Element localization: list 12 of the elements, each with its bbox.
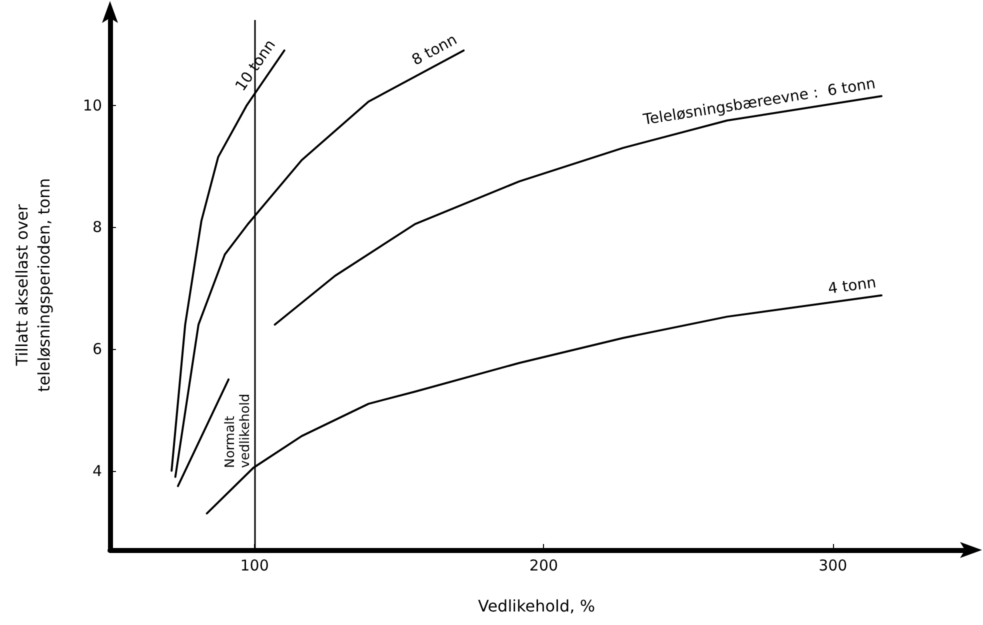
x-tick-label: 300 xyxy=(818,556,848,574)
y-tick-label: 10 xyxy=(82,96,102,114)
x-tick-label: 100 xyxy=(240,556,269,574)
x-tick-label: 200 xyxy=(529,556,558,574)
text: 8 tonn xyxy=(408,30,460,70)
y-tick-label: 6 xyxy=(92,340,102,358)
text: 4 tonn xyxy=(827,274,878,299)
y-axis-title: Tillatt aksellast over teleløsningsperioden, tonn xyxy=(12,178,54,392)
ref-line-label: Normalt vedlikehold xyxy=(222,394,253,468)
y-tick-label: 4 xyxy=(92,462,102,480)
y-tick-label: 8 xyxy=(92,218,102,236)
x-axis-title: Vedlikehold, % xyxy=(478,596,596,616)
